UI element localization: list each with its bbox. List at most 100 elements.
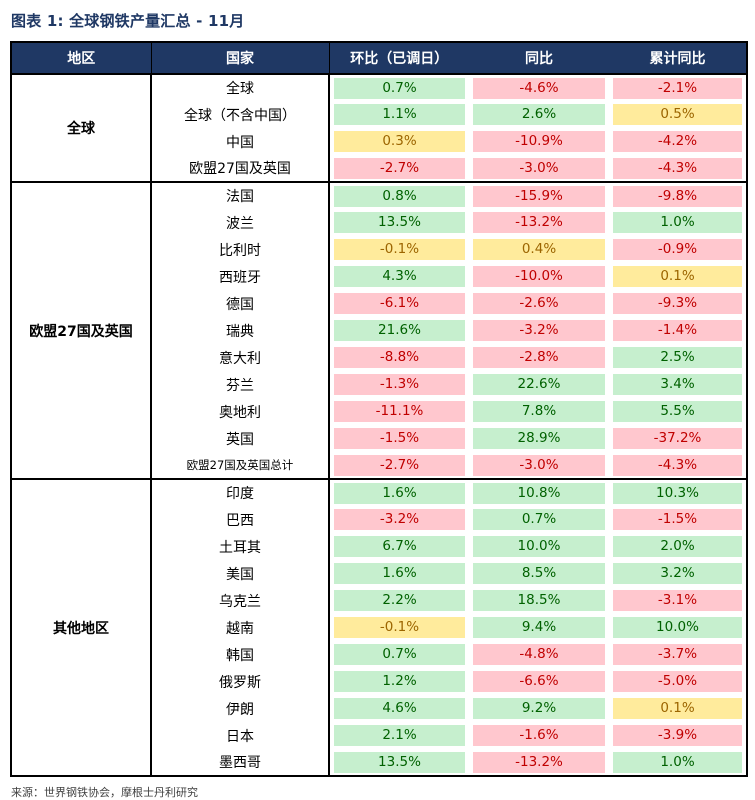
- table-row: 比利时 -0.1% 0.4% -0.9%: [11, 236, 747, 263]
- table-row: 欧盟27国及英国 -2.7% -3.0% -4.3%: [11, 155, 747, 182]
- country-cell: 全球（不含中国）: [151, 101, 330, 128]
- country-cell: 奥地利: [151, 398, 330, 425]
- value-cell: 2.6%: [469, 101, 609, 128]
- value-cell: 0.7%: [469, 506, 609, 533]
- value-cell: 0.3%: [329, 128, 469, 155]
- value-cell: -0.9%: [609, 236, 747, 263]
- value-chip: 0.5%: [613, 104, 742, 125]
- value-cell: -5.0%: [609, 668, 747, 695]
- value-cell: 0.8%: [329, 182, 469, 209]
- value-cell: -2.1%: [609, 74, 747, 101]
- value-chip: 2.2%: [334, 590, 465, 611]
- value-cell: -15.9%: [469, 182, 609, 209]
- region-cell: 全球: [11, 74, 152, 182]
- table-row: 墨西哥 13.5% -13.2% 1.0%: [11, 749, 747, 776]
- value-cell: 1.1%: [329, 101, 469, 128]
- table-row: 巴西 -3.2% 0.7% -1.5%: [11, 506, 747, 533]
- value-chip: -6.1%: [334, 293, 465, 314]
- value-chip: 0.3%: [334, 131, 465, 152]
- country-cell: 墨西哥: [151, 749, 330, 776]
- value-cell: 2.1%: [329, 722, 469, 749]
- value-chip: -2.7%: [334, 454, 465, 476]
- country-cell: 日本: [151, 722, 330, 749]
- country-cell: 越南: [151, 614, 330, 641]
- value-cell: -1.6%: [469, 722, 609, 749]
- country-cell: 瑞典: [151, 317, 330, 344]
- value-chip: 4.3%: [334, 266, 465, 287]
- table-row: 日本 2.1% -1.6% -3.9%: [11, 722, 747, 749]
- value-chip: -0.1%: [334, 617, 465, 638]
- page-title: 图表 1: 全球钢铁产量汇总 - 11月: [11, 12, 245, 30]
- value-cell: 22.6%: [469, 371, 609, 398]
- country-cell: 全球: [151, 74, 330, 101]
- value-cell: -4.8%: [469, 641, 609, 668]
- value-cell: 0.4%: [469, 236, 609, 263]
- steel-production-table: 地区 国家 环比（已调日） 同比 累计同比 全球 全球 0.7% -4.6% -2.1%…: [10, 41, 748, 777]
- value-chip: -2.6%: [473, 293, 605, 314]
- value-chip: 10.0%: [473, 536, 605, 557]
- value-cell: -3.2%: [469, 317, 609, 344]
- value-chip: 0.4%: [473, 239, 605, 260]
- value-cell: 2.2%: [329, 587, 469, 614]
- table-row: 西班牙 4.3% -10.0% 0.1%: [11, 263, 747, 290]
- header-country: 国家: [150, 42, 329, 75]
- value-chip: 10.0%: [613, 617, 742, 638]
- value-cell: -3.0%: [469, 452, 609, 479]
- value-cell: 10.3%: [609, 479, 747, 506]
- value-cell: -4.2%: [609, 128, 747, 155]
- value-cell: 0.7%: [329, 641, 469, 668]
- table-row: 英国 -1.5% 28.9% -37.2%: [11, 425, 747, 452]
- value-cell: -1.5%: [329, 425, 469, 452]
- value-chip: 8.5%: [473, 563, 605, 584]
- value-cell: 21.6%: [329, 317, 469, 344]
- value-cell: -3.1%: [609, 587, 747, 614]
- value-cell: 10.0%: [609, 614, 747, 641]
- value-cell: -2.6%: [469, 290, 609, 317]
- value-cell: -4.3%: [609, 155, 747, 182]
- region-group: 全球 全球 0.7% -4.6% -2.1% 全球（不含中国） 1.1% 2.6% 0.5% 中国…: [11, 74, 747, 182]
- value-chip: 2.5%: [613, 347, 742, 368]
- country-cell: 西班牙: [151, 263, 330, 290]
- value-cell: -3.0%: [469, 155, 609, 182]
- header-mom-adjusted: 环比（已调日）: [328, 42, 469, 75]
- value-chip: -2.8%: [473, 347, 605, 368]
- country-cell: 巴西: [151, 506, 330, 533]
- value-cell: 6.7%: [329, 533, 469, 560]
- value-cell: -6.1%: [329, 290, 469, 317]
- value-chip: 2.1%: [334, 725, 465, 746]
- value-cell: -0.1%: [329, 614, 469, 641]
- region-cell: 欧盟27国及英国: [11, 182, 152, 479]
- country-cell: 乌克兰: [151, 587, 330, 614]
- table-row: 意大利 -8.8% -2.8% 2.5%: [11, 344, 747, 371]
- value-chip: -9.3%: [613, 293, 742, 314]
- country-cell: 伊朗: [151, 695, 330, 722]
- value-cell: -1.4%: [609, 317, 747, 344]
- header-cumulative-yoy: 累计同比: [609, 42, 747, 75]
- source-note: 来源：世界钢铁协会，摩根士丹利研究: [11, 786, 198, 799]
- value-cell: 1.6%: [329, 560, 469, 587]
- value-chip: 0.1%: [613, 266, 742, 287]
- value-chip: 1.0%: [613, 751, 742, 773]
- country-cell: 比利时: [151, 236, 330, 263]
- value-cell: 3.4%: [609, 371, 747, 398]
- value-cell: 1.6%: [329, 479, 469, 506]
- value-chip: -9.8%: [613, 185, 742, 207]
- value-chip: -10.0%: [473, 266, 605, 287]
- value-chip: 7.8%: [473, 401, 605, 422]
- value-cell: -10.0%: [469, 263, 609, 290]
- value-chip: -1.5%: [613, 509, 742, 530]
- value-chip: 13.5%: [334, 212, 465, 233]
- value-cell: -6.6%: [469, 668, 609, 695]
- value-chip: -3.0%: [473, 454, 605, 476]
- table-row: 波兰 13.5% -13.2% 1.0%: [11, 209, 747, 236]
- value-cell: 8.5%: [469, 560, 609, 587]
- value-cell: 2.0%: [609, 533, 747, 560]
- value-chip: -3.9%: [613, 725, 742, 746]
- table-row: 中国 0.3% -10.9% -4.2%: [11, 128, 747, 155]
- value-cell: -3.9%: [609, 722, 747, 749]
- value-cell: 9.2%: [469, 695, 609, 722]
- value-cell: -0.1%: [329, 236, 469, 263]
- value-chip: -4.6%: [473, 77, 605, 99]
- value-chip: -3.2%: [334, 509, 465, 530]
- value-cell: 4.3%: [329, 263, 469, 290]
